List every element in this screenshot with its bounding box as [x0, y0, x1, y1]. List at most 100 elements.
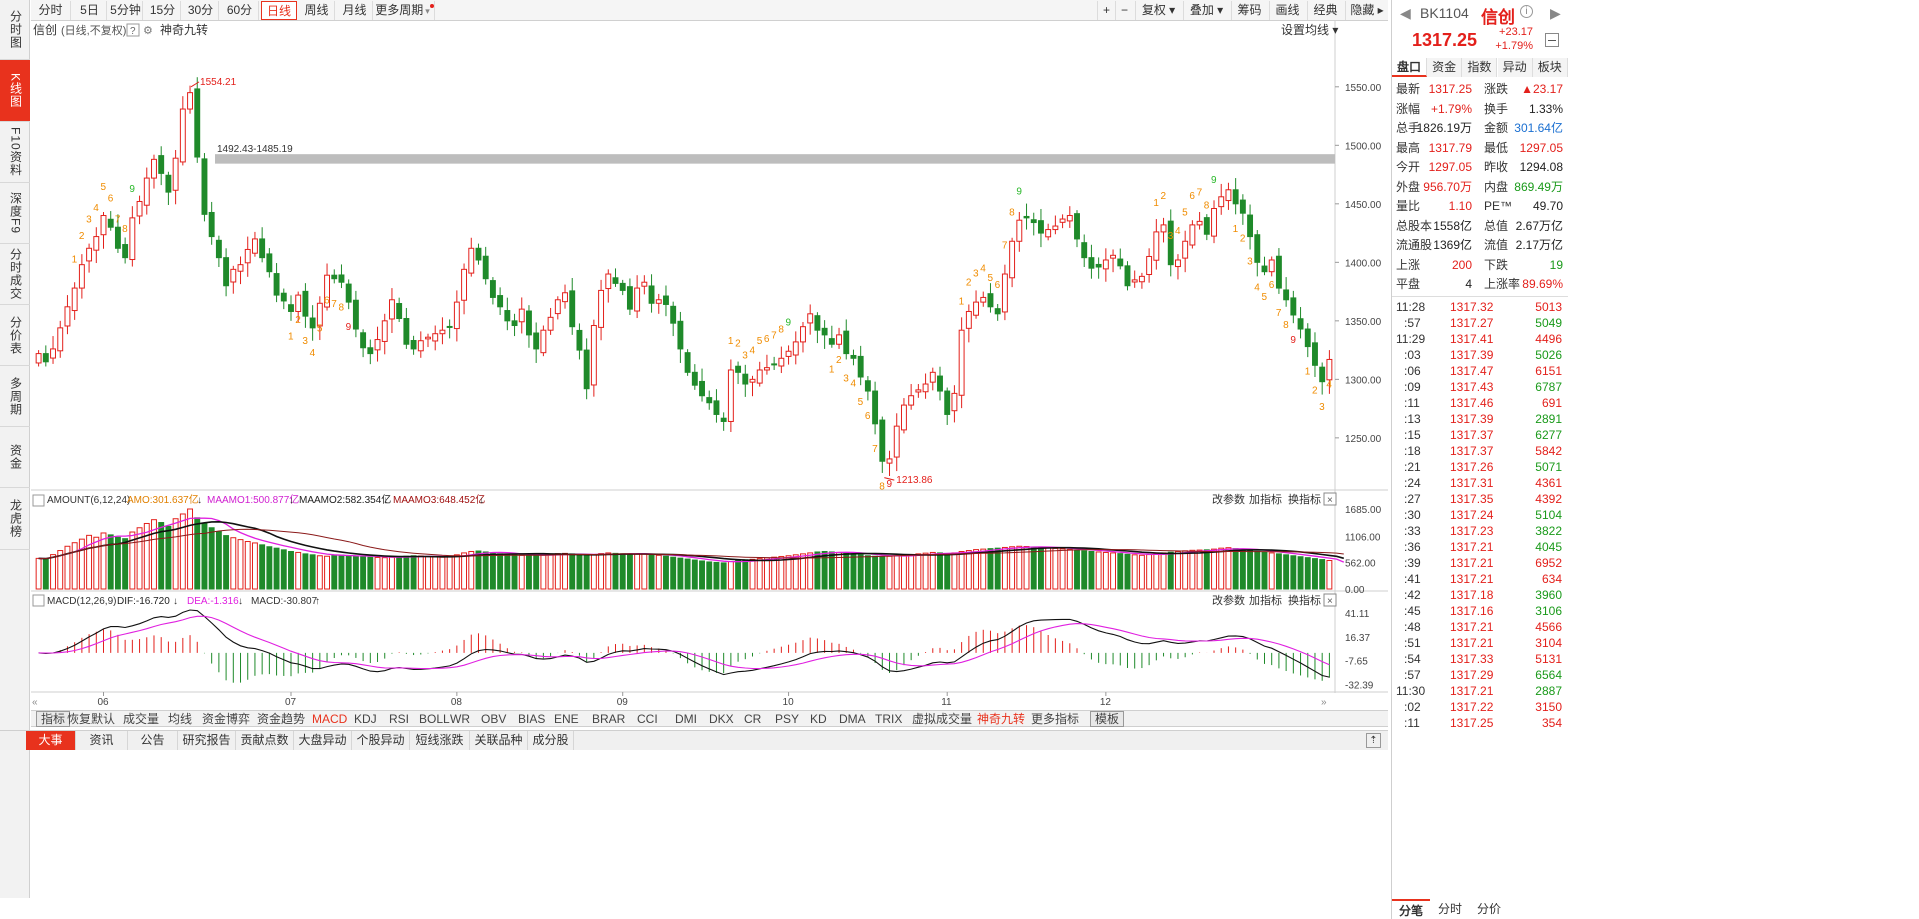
indicator-tab-0[interactable]: 指标 [36, 711, 71, 727]
amount-bar [727, 560, 734, 590]
period-tab-8[interactable]: 月线 [337, 1, 373, 20]
bottom-tab-9[interactable]: 成分股 [528, 731, 574, 750]
period-tab-1[interactable]: 5日 [73, 1, 107, 20]
amount-bar [886, 555, 893, 590]
period-tab-5[interactable]: 60分钟 [221, 1, 259, 36]
fuquan-dropdown[interactable]: 复权 ▾ [1135, 1, 1181, 20]
indicator-tab-13[interactable]: ENE [554, 712, 579, 726]
swap-indicator-button[interactable]: 换指标 [1288, 492, 1321, 506]
indicator-tab-11[interactable]: OBV [481, 712, 507, 726]
indicator-tab-21[interactable]: DMA [839, 712, 866, 726]
indicator-tab-23[interactable]: 虚拟成交量 [912, 712, 973, 726]
bottom-tab-0[interactable]: 大事 [26, 731, 76, 750]
bottom-tab-1[interactable]: 资讯 [76, 731, 128, 750]
info-icon[interactable]: i [1520, 5, 1533, 18]
prev-stock-icon[interactable]: ◀ [1400, 5, 1411, 21]
period-tab-0[interactable]: 分时 [31, 1, 71, 20]
quote-tab-4[interactable]: 板块 [1532, 58, 1568, 77]
indicator-tab-19[interactable]: PSY [775, 712, 800, 726]
period-tab-9[interactable]: 更多周期 ▾ [375, 1, 435, 20]
bottom-tab-6[interactable]: 个股异动 [352, 731, 410, 750]
period-tab-7[interactable]: 周线 [299, 1, 335, 20]
period-tab-6[interactable]: 日线 [261, 1, 297, 20]
close-panel-icon[interactable] [1323, 593, 1337, 607]
bottom-tab-8[interactable]: 关联品种 [470, 731, 528, 750]
left-tab-2[interactable]: F10资料 [0, 122, 30, 183]
bottom-tab-4[interactable]: 贡献点数 [236, 731, 294, 750]
indicator-tab-4[interactable]: 资金博弈 [202, 712, 251, 726]
zoom-out-button[interactable]: − [1115, 1, 1133, 20]
period-tab-2[interactable]: 5分钟 [109, 1, 143, 20]
change-params-button[interactable]: 改参数 [1212, 593, 1245, 607]
indicator-tab-2[interactable]: 成交量 [123, 712, 160, 726]
k-line-chart[interactable]: 信创 (日线,不复权)? ⚙ 神奇九转 设置均线 ▾1550.001500.001450… [31, 21, 1388, 711]
left-tab-5[interactable]: 分价表 [0, 305, 30, 366]
indicator-tab-5[interactable]: 资金趋势 [257, 712, 306, 726]
quote-tab-1[interactable]: 资金 [1427, 58, 1463, 77]
indicator-tab-22[interactable]: TRIX [875, 712, 903, 726]
add-indicator-button[interactable]: 加指标 [1249, 593, 1282, 607]
period-tab-3[interactable]: 15分钟 [145, 1, 181, 36]
scroll-right-icon[interactable]: » [1321, 697, 1327, 708]
amount-bar [1182, 550, 1189, 590]
trade-tab-0[interactable]: 分笔 [1392, 899, 1430, 919]
left-tab-8[interactable]: 龙虎榜 [0, 488, 30, 550]
indicator-tab-12[interactable]: BIAS [518, 712, 546, 726]
indicator-tab-10[interactable]: WR [450, 712, 470, 726]
gear-icon[interactable]: ⚙ [143, 25, 153, 37]
indicator-tab-20[interactable]: KD [810, 712, 827, 726]
indicator-tab-1[interactable]: 恢复默认 [67, 712, 116, 726]
left-tab-3[interactable]: 深度F9 [0, 183, 30, 244]
trade-tab-2[interactable]: 分价 [1476, 902, 1501, 916]
candle-body [872, 390, 879, 425]
draw-line-button[interactable]: 画线 [1269, 1, 1305, 20]
indicator-tab-17[interactable]: DKX [709, 712, 734, 726]
ma-setting-button[interactable]: 设置均线 ▾ [1281, 23, 1338, 37]
left-tab-0[interactable]: 分时图 [0, 0, 30, 60]
add-indicator-button[interactable]: 加指标 [1249, 492, 1282, 506]
help-icon[interactable] [126, 23, 140, 37]
left-tab-7[interactable]: 资金 [0, 427, 30, 488]
minimize-icon[interactable] [1545, 33, 1559, 47]
swap-indicator-button[interactable]: 换指标 [1288, 593, 1321, 607]
macd-help-icon[interactable] [32, 594, 45, 607]
indicator-tab-26[interactable]: 模板 [1090, 711, 1125, 727]
hide-button[interactable]: 隐藏 ▸ [1345, 1, 1388, 20]
quote-tab-3[interactable]: 异动 [1497, 58, 1533, 77]
left-tab-1[interactable]: K线图 [0, 60, 30, 122]
expand-icon[interactable]: ⇡ [1366, 733, 1381, 748]
k-line-chart-area[interactable]: 信创 (日线,不复权)? ⚙ 神奇九转 设置均线 ▾ 1550.00 1500.00 1450… [31, 21, 1388, 711]
next-stock-icon[interactable]: ▶ [1550, 5, 1561, 21]
overlay-dropdown[interactable]: 叠加 ▾ [1183, 1, 1229, 20]
bottom-tab-5[interactable]: 大盘异动 [294, 731, 352, 750]
indicator-tab-3[interactable]: 均线 [168, 712, 193, 726]
quote-tab-0[interactable]: 盘口 [1392, 58, 1427, 77]
amount-ma3-line [38, 528, 1344, 560]
amount-help-icon[interactable] [32, 494, 45, 507]
indicator-tab-9[interactable]: BOLL [419, 712, 450, 726]
left-tab-4[interactable]: 分时成交 [0, 244, 30, 305]
indicator-tab-7[interactable]: KDJ [354, 712, 377, 726]
indicator-tab-16[interactable]: DMI [675, 712, 697, 726]
bottom-tab-2[interactable]: 公告 [128, 731, 178, 750]
indicator-tab-6[interactable]: MACD [312, 712, 348, 726]
indicator-tab-24[interactable]: 神奇九转 [977, 712, 1026, 726]
period-tab-4[interactable]: 30分钟 [183, 1, 219, 36]
left-tab-6[interactable]: 多周期 [0, 366, 30, 427]
close-panel-icon[interactable] [1323, 492, 1337, 506]
bottom-tab-3[interactable]: 研究报告 [178, 731, 236, 750]
indicator-tab-15[interactable]: CCI [637, 712, 658, 726]
trade-tab-1[interactable]: 分时 [1437, 902, 1462, 916]
bottom-tab-7[interactable]: 短线涨跌 [410, 731, 470, 750]
zoom-in-button[interactable]: + [1097, 1, 1115, 20]
change-params-button[interactable]: 改参数 [1212, 492, 1245, 506]
amount-bar [763, 557, 770, 590]
quote-tab-2[interactable]: 指数 [1462, 58, 1498, 77]
indicator-tab-8[interactable]: RSI [389, 712, 410, 726]
indicator-tab-18[interactable]: CR [744, 712, 762, 726]
indicator-tab-25[interactable]: 更多指标 [1031, 712, 1080, 726]
chip-button[interactable]: 筹码 [1231, 1, 1267, 20]
indicator-tab-14[interactable]: BRAR [592, 712, 626, 726]
scroll-left-icon[interactable]: « [32, 697, 38, 708]
classic-button[interactable]: 经典 [1307, 1, 1343, 20]
